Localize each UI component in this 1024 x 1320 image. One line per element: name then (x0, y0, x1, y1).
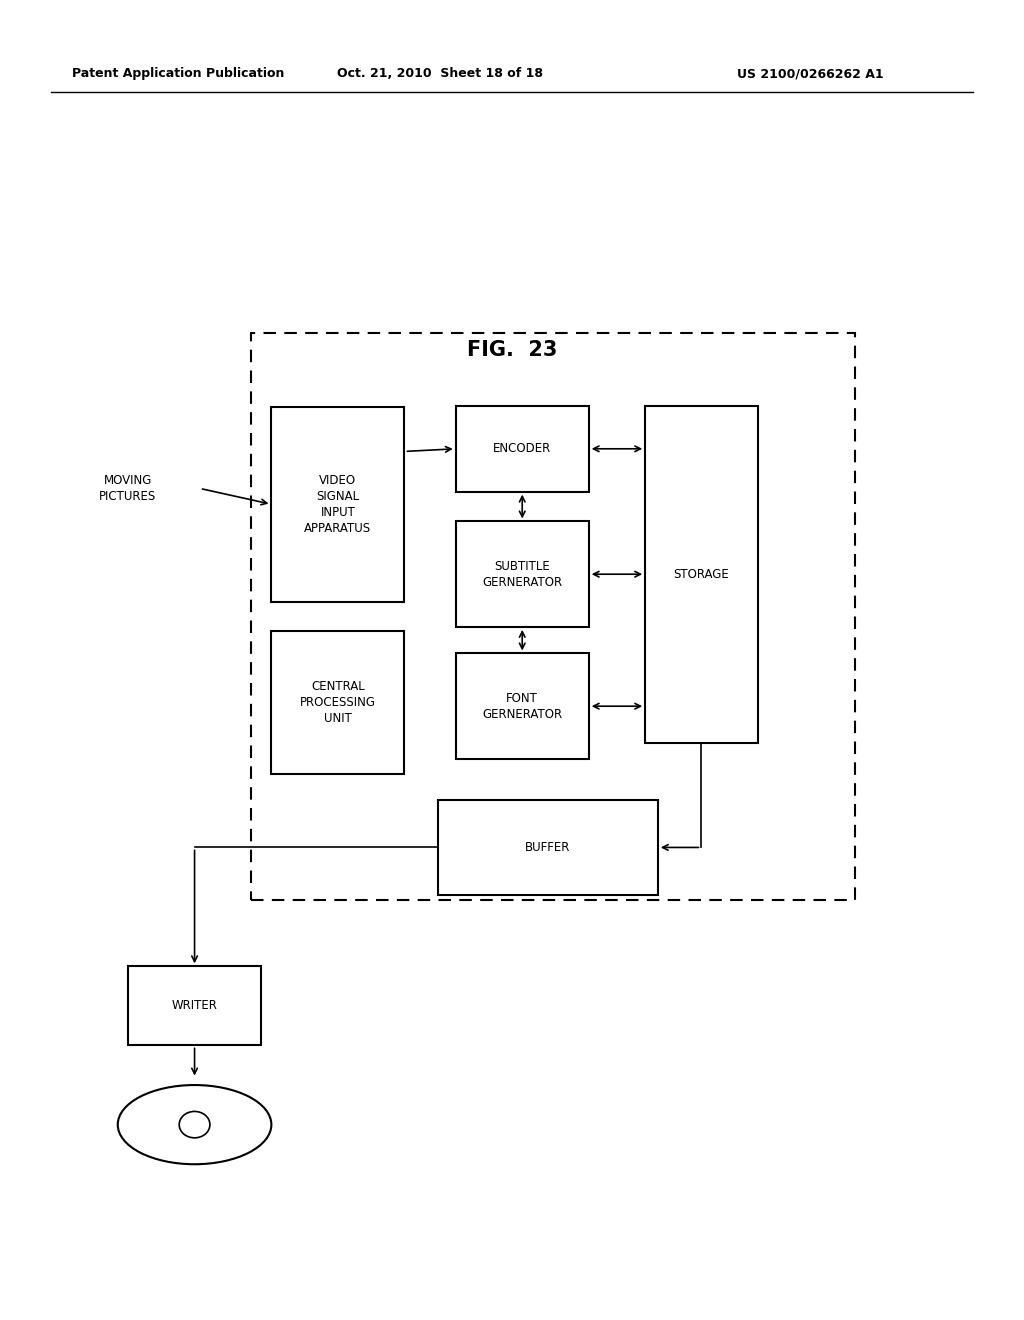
Text: CENTRAL
PROCESSING
UNIT: CENTRAL PROCESSING UNIT (300, 680, 376, 725)
Bar (271, 407, 404, 602)
Bar (271, 631, 404, 774)
Text: SUBTITLE
GERNERATOR: SUBTITLE GERNERATOR (482, 560, 562, 589)
Text: BUFFER: BUFFER (525, 841, 570, 854)
Bar (456, 653, 589, 759)
Bar (438, 800, 658, 895)
Bar (128, 966, 261, 1045)
Ellipse shape (179, 1111, 210, 1138)
Text: MOVING
PICTURES: MOVING PICTURES (99, 474, 157, 503)
Text: FONT
GERNERATOR: FONT GERNERATOR (482, 692, 562, 721)
Bar (456, 405, 589, 491)
Bar (645, 407, 758, 743)
Text: WRITER: WRITER (172, 999, 217, 1012)
Bar (251, 333, 855, 900)
Bar (456, 521, 589, 627)
Text: US 2100/0266262 A1: US 2100/0266262 A1 (737, 67, 884, 81)
Text: VIDEO
SIGNAL
INPUT
APPARATUS: VIDEO SIGNAL INPUT APPARATUS (304, 474, 372, 535)
Text: Patent Application Publication: Patent Application Publication (72, 67, 284, 81)
Ellipse shape (118, 1085, 271, 1164)
Text: Oct. 21, 2010  Sheet 18 of 18: Oct. 21, 2010 Sheet 18 of 18 (337, 67, 544, 81)
Text: ENCODER: ENCODER (494, 442, 551, 455)
Text: STORAGE: STORAGE (674, 568, 729, 581)
Text: FIG.  23: FIG. 23 (467, 339, 557, 360)
